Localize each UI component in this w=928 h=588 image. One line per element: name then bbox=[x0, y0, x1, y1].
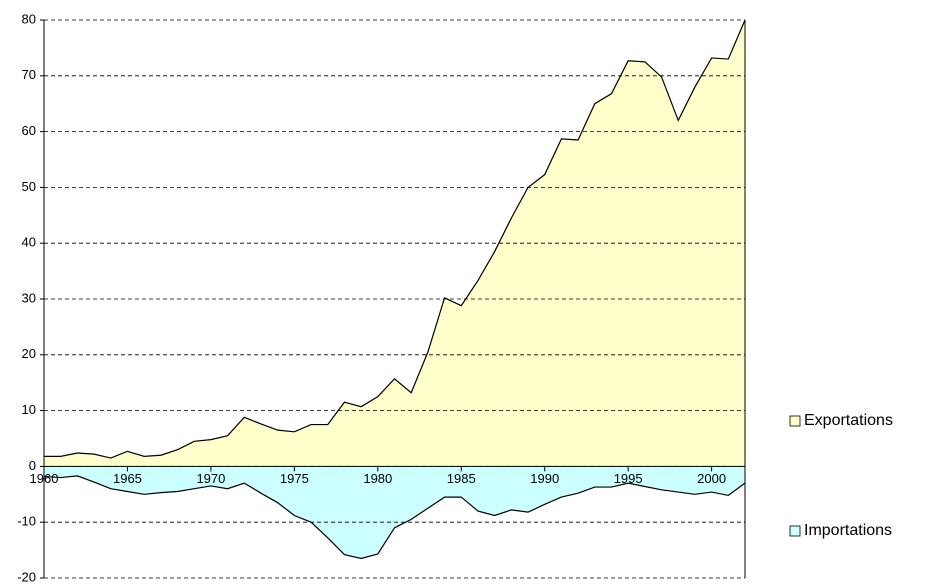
y-tick-label: 20 bbox=[22, 346, 36, 361]
y-tick-label: 30 bbox=[22, 290, 36, 305]
y-tick-label: 10 bbox=[22, 402, 36, 417]
y-tick-label: -10 bbox=[17, 514, 36, 529]
x-tick-label: 1980 bbox=[363, 471, 392, 486]
legend-label: Importations bbox=[804, 522, 892, 539]
x-tick-label: 1975 bbox=[280, 471, 309, 486]
x-tick-label: 1970 bbox=[196, 471, 225, 486]
y-tick-label: -20 bbox=[17, 569, 36, 583]
legend-swatch bbox=[789, 415, 801, 427]
y-tick-label: 40 bbox=[22, 235, 36, 250]
x-tick-label: 1960 bbox=[30, 471, 59, 486]
legend-label: Exportations bbox=[804, 412, 893, 429]
x-tick-label: 1990 bbox=[530, 471, 559, 486]
y-tick-label: 80 bbox=[22, 11, 36, 26]
x-tick-label: 1995 bbox=[614, 471, 643, 486]
x-tick-label: 2000 bbox=[697, 471, 726, 486]
legend-swatch bbox=[789, 525, 801, 537]
x-tick-label: 1965 bbox=[113, 471, 142, 486]
area bbox=[44, 466, 745, 559]
y-tick-label: 70 bbox=[22, 67, 36, 82]
y-tick-label: 50 bbox=[22, 179, 36, 194]
x-tick-label: 1985 bbox=[447, 471, 476, 486]
series-line bbox=[44, 19, 746, 459]
y-tick-label: 60 bbox=[22, 123, 36, 138]
y-tick-label: 0 bbox=[29, 458, 36, 473]
series-line bbox=[43, 475, 746, 560]
